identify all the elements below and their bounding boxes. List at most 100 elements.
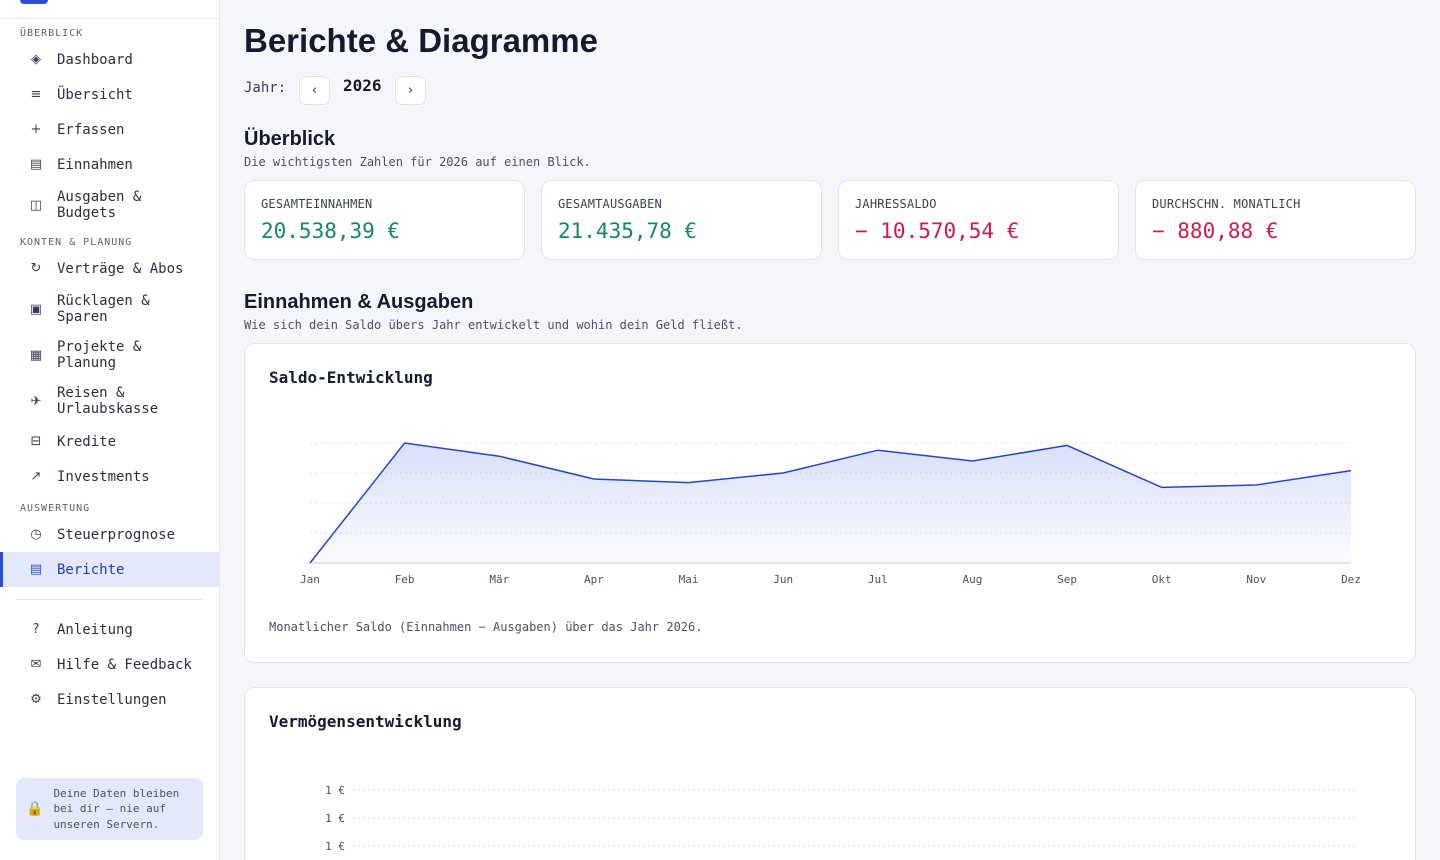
logo-icon[interactable] — [20, 0, 48, 4]
y-tick-label: 1 € — [325, 784, 345, 797]
sidebar-item-steuerprognose[interactable]: ◷ Steuerprognose — [0, 521, 219, 548]
x-tick-label: Jun — [773, 573, 793, 586]
income-expenses-subtitle: Wie sich dein Saldo übers Jahr entwickel… — [244, 318, 743, 332]
mail-icon: ✉ — [30, 657, 42, 672]
y-tick-label: 1 € — [325, 840, 345, 853]
sidebar-item-anleitung[interactable]: ? Anleitung — [0, 616, 219, 643]
sidebar-item-label: Übersicht — [57, 86, 133, 103]
sidebar-item-label: Projekte & Planung — [57, 339, 142, 371]
page-title: Berichte & Diagramme — [244, 22, 598, 59]
section-label-overview: ÜBERBLICK — [20, 28, 84, 39]
kpi-card-monthly-average: DURCHSCHN. MONATLICH − 880,88 € — [1135, 180, 1416, 260]
sidebar-item-label: Ausgaben & Budgets — [57, 189, 142, 221]
sidebar-item-berichte[interactable]: ▤ Berichte — [0, 552, 219, 587]
saldo-area — [310, 443, 1351, 563]
x-tick-label: Feb — [395, 573, 415, 586]
sidebar-divider — [16, 599, 203, 600]
kpi-value: 21.435,78 € — [558, 219, 698, 243]
kpi-value: − 10.570,54 € — [855, 219, 1020, 243]
wealth-tick: 1 € — [325, 812, 1355, 825]
sidebar-item-label: Kredite — [57, 433, 117, 450]
saldo-chart: Jan Feb Mär Apr Mai Jun Jul Aug Sep Okt Nov Dez — [300, 442, 1361, 586]
sidebar-item-vertraege[interactable]: ↻ Verträge & Abos — [0, 255, 219, 282]
sidebar-item-einstellungen[interactable]: ⚙ Einstellungen — [0, 686, 219, 713]
sidebar-item-label: Investments — [57, 468, 150, 485]
sidebar-item-reisen[interactable]: ✈ Reisen & Urlaubskasse — [0, 383, 219, 419]
chart-title: Saldo-Entwicklung — [269, 368, 433, 387]
kpi-label: GESAMTAUSGABEN — [558, 197, 662, 211]
income-expenses-title: Einnahmen & Ausgaben — [244, 291, 474, 313]
sidebar-item-ausgaben[interactable]: ◫ Ausgaben & Budgets — [0, 187, 219, 223]
sidebar-item-kredite[interactable]: ⊟ Kredite — [0, 428, 219, 455]
clock-icon: ◷ — [30, 527, 42, 542]
sidebar-item-label: Verträge & Abos — [57, 260, 184, 277]
chart-caption: Monatlicher Saldo (Einnahmen − Ausgaben)… — [269, 620, 703, 634]
sidebar-item-erfassen[interactable]: + Erfassen — [0, 116, 219, 143]
kpi-label: DURCHSCHN. MONATLICH — [1152, 197, 1301, 211]
income-icon: ▤ — [29, 157, 43, 172]
lock-icon: 🔒 — [26, 801, 44, 817]
sidebar-item-label: Steuerprognose — [57, 526, 176, 543]
sidebar-item-uebersicht[interactable]: ≡ Übersicht — [0, 81, 219, 108]
wealth-chart: 1 € 1 € 1 € — [325, 784, 1355, 853]
overview-title: Überblick — [244, 128, 336, 150]
privacy-text: Deine Daten bleiben bei dir – nie auf un… — [53, 786, 180, 831]
wealth-tick: 1 € — [325, 784, 1355, 797]
x-tick-label: Jul — [868, 573, 888, 586]
saldo-line — [309, 442, 1352, 564]
sidebar-item-label: Reisen & Urlaubskasse — [57, 385, 159, 417]
sidebar-item-label: Einstellungen — [57, 691, 167, 708]
sidebar-item-investments[interactable]: ↗ Investments — [0, 463, 219, 490]
kpi-value: 20.538,39 € — [261, 219, 401, 243]
main-content: Berichte & Diagramme Jahr: ‹ 2026 › Über… — [220, 0, 1440, 860]
overview-subtitle: Die wichtigsten Zahlen für 2026 auf eine… — [244, 155, 591, 169]
logo-area — [0, 0, 219, 19]
x-tick-label: Jan — [300, 573, 320, 586]
privacy-note: 🔒 Deine Daten bleiben bei dir – nie auf … — [16, 778, 203, 840]
trend-up-icon: ↗ — [30, 469, 42, 484]
kpi-card-expenses: GESAMTAUSGABEN 21.435,78 € — [541, 180, 822, 260]
wealth-tick: 1 € — [325, 840, 1355, 853]
saldo-chart-card: Saldo-Entwicklung Jan Feb Mär Apr Mai Jun Jul A… — [244, 343, 1416, 663]
sidebar-item-einnahmen[interactable]: ▤ Einnahmen — [0, 151, 219, 178]
x-tick-label: Dez — [1341, 573, 1361, 586]
dashboard-icon: ◈ — [31, 52, 41, 67]
section-label-evaluation: AUSWERTUNG — [20, 503, 91, 514]
plus-icon: + — [30, 122, 42, 137]
chart-title: Vermögensentwicklung — [269, 712, 462, 731]
x-tick-label: Mai — [679, 573, 699, 586]
sidebar-item-dashboard[interactable]: ◈ Dashboard — [0, 46, 219, 73]
wealth-chart-card: Vermögensentwicklung 1 € 1 € 1 € — [244, 687, 1416, 860]
sidebar-item-label: Einnahmen — [57, 156, 133, 173]
year-label: Jahr: — [244, 80, 287, 96]
section-label-accounts: KONTEN & PLANUNG — [20, 237, 133, 248]
kpi-card-balance: JAHRESSALDO − 10.570,54 € — [838, 180, 1119, 260]
x-tick-label: Mär — [489, 573, 509, 586]
sidebar-item-label: Hilfe & Feedback — [57, 656, 192, 673]
sidebar-item-label: Rücklagen & Sparen — [57, 293, 150, 325]
y-tick-label: 1 € — [325, 812, 345, 825]
x-tick-label: Aug — [963, 573, 983, 586]
gear-icon: ⚙ — [30, 692, 42, 707]
sidebar-item-label: Berichte — [57, 561, 125, 578]
x-tick-label: Sep — [1057, 573, 1077, 586]
kpi-label: JAHRESSALDO — [855, 197, 937, 211]
sidebar-item-ruecklagen[interactable]: ▣ Rücklagen & Sparen — [0, 291, 219, 327]
list-icon: ≡ — [30, 87, 42, 102]
x-tick-label: Apr — [584, 573, 604, 586]
next-year-button[interactable]: › — [395, 76, 426, 105]
reports-icon: ▤ — [29, 562, 43, 577]
kpi-value: − 880,88 € — [1152, 219, 1279, 243]
credit-icon: ⊟ — [30, 434, 42, 449]
sidebar-item-label: Anleitung — [57, 621, 133, 638]
prev-year-button[interactable]: ‹ — [299, 76, 330, 105]
year-value: 2026 — [343, 76, 382, 95]
x-tick-label: Okt — [1152, 573, 1172, 586]
sidebar-item-projekte[interactable]: ▦ Projekte & Planung — [0, 337, 219, 373]
help-icon: ? — [32, 622, 40, 637]
sidebar: ÜBERBLICK ◈ Dashboard ≡ Übersicht + Erfa… — [0, 0, 220, 860]
x-tick-label: Nov — [1246, 573, 1266, 586]
sidebar-item-label: Dashboard — [57, 51, 133, 68]
sidebar-item-feedback[interactable]: ✉ Hilfe & Feedback — [0, 651, 219, 678]
refresh-icon: ↻ — [30, 261, 42, 276]
